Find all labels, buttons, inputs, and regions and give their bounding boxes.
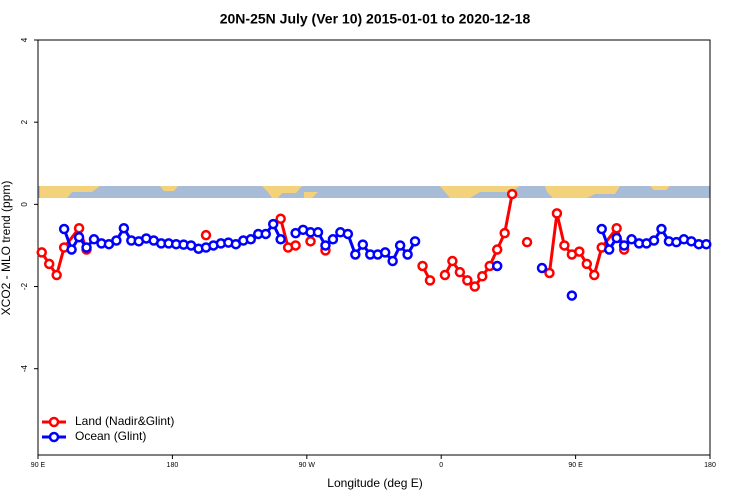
map-land — [650, 186, 670, 190]
data-point — [66, 244, 77, 255]
data-point — [73, 231, 85, 243]
data-point — [245, 234, 257, 245]
data-point — [499, 227, 510, 239]
data-point — [439, 269, 451, 281]
map-ocean — [38, 186, 710, 198]
data-point — [611, 222, 622, 234]
x-axis-label: Longitude (deg E) — [327, 476, 422, 490]
x-tick-label: 180 — [167, 462, 179, 469]
map-land — [262, 186, 302, 198]
data-point — [43, 258, 55, 270]
data-point — [275, 213, 286, 224]
legend-label: Land (Nadir&Glint) — [75, 414, 174, 428]
x-tick-label: 0 — [439, 462, 443, 469]
data-point — [379, 247, 391, 258]
data-point — [200, 229, 212, 241]
map-strip — [38, 186, 710, 198]
data-point — [111, 235, 122, 246]
data-point — [618, 240, 630, 251]
legend-marker — [48, 431, 60, 443]
data-point — [551, 208, 563, 219]
data-point — [648, 235, 660, 246]
data-point — [611, 232, 622, 244]
x-tick-label: 180 — [704, 462, 716, 469]
series-line — [547, 213, 626, 279]
map-land — [40, 186, 100, 198]
data-point — [387, 255, 398, 267]
data-point — [417, 260, 428, 272]
data-point — [701, 238, 712, 250]
map-land — [160, 186, 178, 191]
map-land — [545, 186, 620, 198]
y-axis-label: XCO2 - MLO trend (ppm) — [0, 181, 13, 316]
data-point — [447, 255, 458, 267]
data-point — [36, 247, 47, 258]
data-point — [596, 223, 607, 235]
chart-title: 20N-25N July (Ver 10) 2015-01-01 to 2020… — [220, 11, 531, 27]
data-point — [320, 240, 331, 251]
data-point — [394, 240, 406, 251]
data-point — [267, 218, 279, 230]
data-point — [290, 240, 301, 251]
x-tick-label: 90 E — [568, 462, 583, 469]
data-point — [454, 266, 466, 278]
data-point — [357, 239, 369, 250]
data-point — [536, 262, 548, 274]
data-point — [88, 234, 100, 245]
data-point — [81, 242, 92, 253]
data-point — [51, 269, 62, 281]
data-point — [327, 234, 339, 245]
data-point — [477, 271, 488, 282]
legend-marker — [48, 416, 60, 428]
data-point — [342, 228, 354, 240]
data-point — [58, 223, 70, 235]
data-point — [626, 234, 637, 245]
data-point — [544, 267, 555, 279]
data-point — [521, 236, 533, 248]
y-tick-label: -4 — [20, 365, 29, 373]
data-point — [656, 223, 667, 235]
legend-label: Ocean (Glint) — [75, 429, 146, 443]
data-point — [118, 222, 130, 234]
data-point — [409, 236, 421, 247]
data-point — [589, 269, 600, 281]
map-land — [304, 192, 318, 198]
data-point — [350, 249, 361, 260]
data-point — [275, 234, 286, 245]
y-tick-label: 0 — [20, 202, 29, 207]
data-point — [581, 258, 593, 270]
data-point — [574, 246, 585, 257]
data-point — [462, 275, 473, 286]
data-point — [402, 249, 413, 260]
data-point — [491, 260, 503, 272]
data-point — [312, 227, 324, 238]
map-land — [440, 186, 520, 198]
data-point — [260, 228, 271, 240]
data-point — [305, 236, 316, 247]
y-tick-label: 2 — [20, 119, 29, 124]
x-tick-label: 90 E — [31, 462, 46, 469]
data-point — [506, 188, 518, 200]
y-tick-label: -2 — [20, 282, 29, 290]
data-point — [566, 290, 578, 301]
y-tick-label: 4 — [20, 37, 29, 42]
data-point — [73, 222, 85, 234]
data-point — [559, 240, 570, 251]
data-point — [491, 244, 503, 255]
data-point — [469, 281, 481, 292]
data-point — [424, 275, 436, 286]
data-point — [603, 244, 615, 255]
series-line — [443, 193, 514, 289]
x-tick-label: 90 W — [299, 462, 316, 469]
